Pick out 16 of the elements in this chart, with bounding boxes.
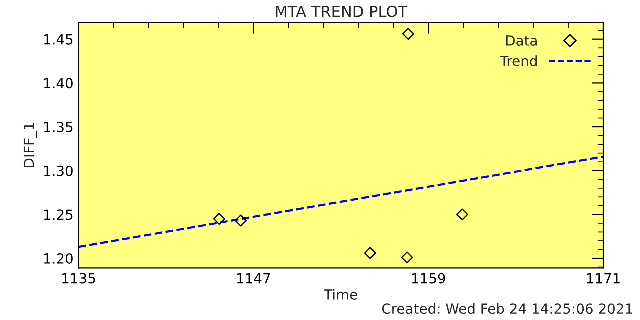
legend-label: Trend bbox=[500, 56, 537, 66]
y-tick-label: 1.20 bbox=[44, 253, 73, 264]
x-tick-label: 1147 bbox=[238, 273, 270, 284]
legend-label: Data bbox=[506, 36, 537, 46]
x-tick-label: 1159 bbox=[412, 273, 446, 284]
y-tick-label: 1.45 bbox=[44, 34, 73, 45]
y-tick-label: 1.25 bbox=[44, 210, 73, 220]
x-axis-title: Time bbox=[324, 289, 358, 300]
chart-title: MTA TREND PLOT bbox=[276, 6, 408, 18]
y-axis-title: DIFF_1 bbox=[24, 123, 38, 168]
y-tick-label: 1.35 bbox=[44, 122, 73, 133]
x-tick-label: 1135 bbox=[62, 273, 96, 284]
text: Created: Wed Feb 24 14:25:06 2021 bbox=[382, 303, 632, 314]
y-tick-label: 1.40 bbox=[44, 78, 73, 89]
x-tick-label: 1171 bbox=[587, 273, 620, 284]
y-tick-label: 1.30 bbox=[44, 166, 73, 176]
